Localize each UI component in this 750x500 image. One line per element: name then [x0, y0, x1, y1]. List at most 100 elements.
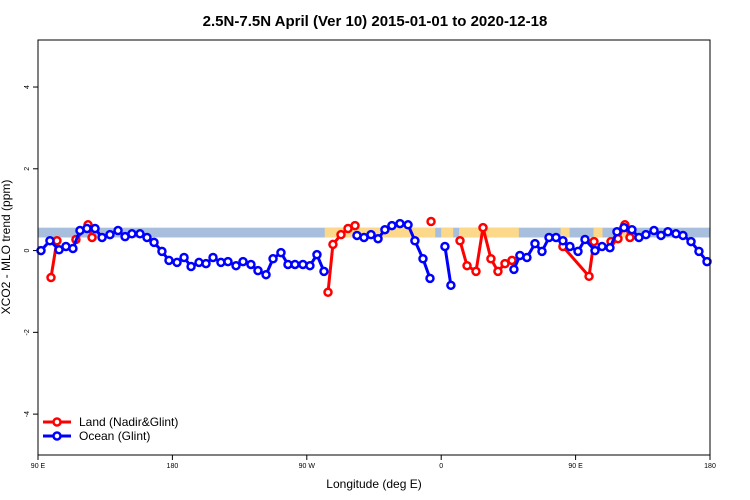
data-point [612, 227, 622, 237]
data-point [201, 258, 211, 269]
data-point [231, 260, 241, 271]
series-line [443, 246, 453, 286]
data-point [493, 266, 503, 277]
y-tick-label: 2 [24, 167, 31, 171]
data-point [573, 246, 583, 257]
data-point [589, 236, 599, 247]
x-tick-label: 0 [439, 463, 443, 470]
data-point [403, 220, 413, 230]
data-point [323, 287, 333, 298]
data-point [597, 241, 607, 252]
data-point [418, 253, 428, 264]
legend-marker [52, 417, 62, 427]
data-point [500, 258, 510, 269]
data-point [625, 232, 635, 243]
data-point [580, 234, 590, 245]
data-point [208, 252, 218, 263]
data-point [373, 233, 383, 244]
data-point [105, 229, 115, 240]
data-point [619, 222, 629, 233]
data-point [253, 265, 263, 276]
y-tick-label: 4 [24, 85, 31, 89]
data-point [238, 256, 248, 267]
y-tick-label: -4 [24, 411, 31, 417]
data-point [694, 246, 704, 257]
land-shading [441, 227, 454, 238]
data-point [45, 236, 55, 246]
data-point [649, 225, 659, 236]
x-tick-label: 180 [167, 463, 179, 470]
data-point [471, 266, 481, 277]
data-point [186, 261, 196, 272]
data-point [127, 229, 137, 239]
x-tick-label: 90 E [568, 463, 583, 470]
data-point [276, 247, 286, 258]
data-point [319, 266, 329, 277]
data-point [290, 259, 300, 270]
x-axis-label: Longitude (deg E) [326, 477, 421, 491]
chart-title: 2.5N-7.5N April (Ver 10) 2015-01-01 to 2… [203, 13, 548, 30]
data-point [537, 246, 547, 257]
data-point [558, 236, 568, 246]
data-point [507, 255, 517, 266]
data-point [663, 227, 673, 237]
data-point [478, 222, 488, 233]
data-point [350, 220, 360, 231]
land-shading [560, 227, 570, 238]
data-point [641, 229, 651, 240]
data-point [68, 243, 78, 254]
data-point [678, 230, 688, 241]
data-point [590, 245, 600, 256]
data-point [36, 245, 46, 256]
data-point [380, 224, 390, 235]
data-point [46, 272, 56, 283]
legend-marker [52, 431, 62, 441]
data-point [565, 241, 575, 252]
data-point [305, 260, 315, 271]
x-tick-label: 90 E [31, 463, 46, 470]
data-point [395, 218, 405, 229]
data-point [509, 264, 519, 275]
data-point [426, 216, 436, 227]
data-point [113, 225, 123, 236]
data-point [530, 238, 540, 249]
data-point [172, 257, 182, 268]
data-point [268, 253, 278, 264]
data-point [387, 220, 397, 231]
land-shading [621, 227, 631, 238]
data-point [522, 252, 532, 263]
data-point [157, 246, 167, 257]
data-point [446, 280, 456, 291]
x-tick-label: 180 [704, 463, 716, 470]
data-point [366, 229, 376, 240]
data-point [440, 241, 450, 252]
land-shading [324, 227, 436, 238]
data-point [605, 242, 615, 253]
data-point [627, 224, 637, 235]
data-point [90, 223, 100, 234]
data-point [584, 271, 594, 282]
data-point [179, 252, 189, 263]
data-point [686, 236, 696, 247]
data-point [87, 232, 97, 243]
data-point [223, 256, 233, 267]
data-point [142, 232, 152, 243]
y-axis-label: XCO2 - MLO trend (ppm) [0, 180, 13, 315]
data-point [164, 255, 174, 266]
data-point [425, 273, 435, 284]
data-point [336, 229, 346, 240]
data-point [455, 236, 465, 246]
data-point [410, 236, 420, 246]
y-tick-label: 0 [24, 249, 31, 253]
legend-label: Ocean (Glint) [79, 429, 150, 443]
data-point [486, 253, 496, 264]
y-tick-label: -2 [24, 329, 31, 335]
legend-label: Land (Nadir&Glint) [79, 415, 178, 429]
data-point [149, 237, 159, 248]
data-point [312, 249, 322, 260]
data-point [246, 259, 256, 270]
data-point [135, 229, 145, 239]
data-point [82, 223, 92, 234]
